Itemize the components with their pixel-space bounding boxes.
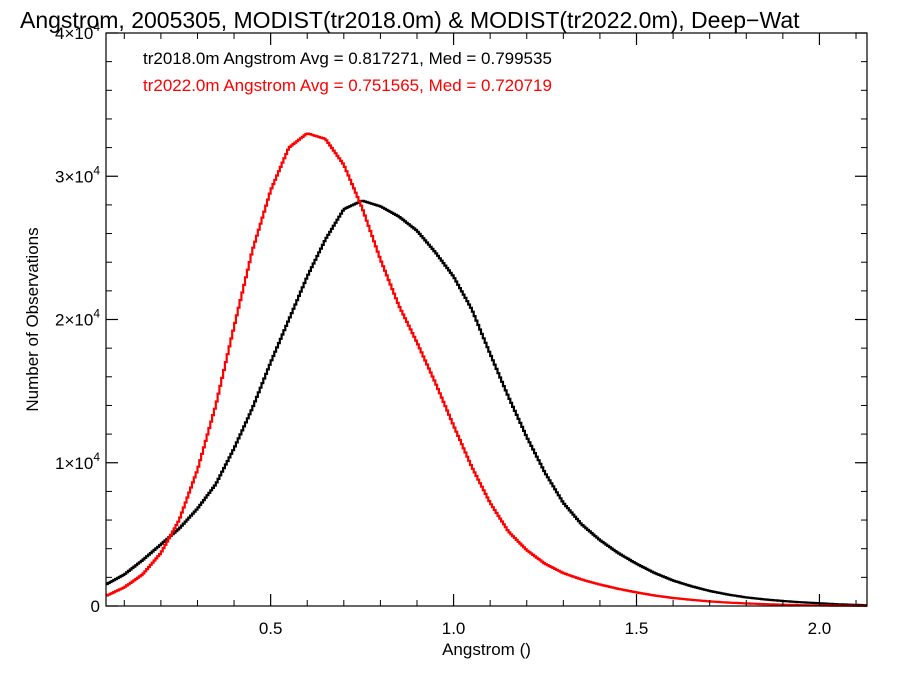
y-tick-label: 0: [91, 597, 100, 616]
series-annotation-tr2018.0m: tr2018.0m Angstrom Avg = 0.817271, Med =…: [143, 49, 552, 68]
y-tick-label: 2×104: [55, 307, 100, 330]
x-tick-label: 2.0: [808, 619, 832, 638]
y-axis-label: Number of Observations: [23, 227, 42, 411]
y-tick-label: 4×104: [55, 20, 100, 43]
chart-title: Angstrom, 2005305, MODIST(tr2018.0m) & M…: [20, 7, 800, 33]
ticks-layer: [106, 32, 867, 607]
x-tick-label: 1.0: [442, 619, 466, 638]
x-tick-label: 0.5: [259, 619, 283, 638]
series-layer: [106, 132, 867, 607]
y-tick-label: 3×104: [55, 163, 100, 186]
tick-labels: 0.5 1.0 1.5 2.0 0 1×104 2×104 3×104 4×104: [55, 20, 831, 638]
x-tick-label: 1.5: [625, 619, 649, 638]
series-line-tr2022.0m: [106, 132, 867, 607]
annotations: tr2018.0m Angstrom Avg = 0.817271, Med =…: [143, 49, 552, 95]
series-line-tr2018.0m: [106, 199, 867, 607]
y-tick-label: 1×104: [55, 450, 100, 473]
x-axis-label: Angstrom (): [442, 640, 531, 659]
series-annotation-tr2022.0m: tr2022.0m Angstrom Avg = 0.751565, Med =…: [143, 76, 552, 95]
